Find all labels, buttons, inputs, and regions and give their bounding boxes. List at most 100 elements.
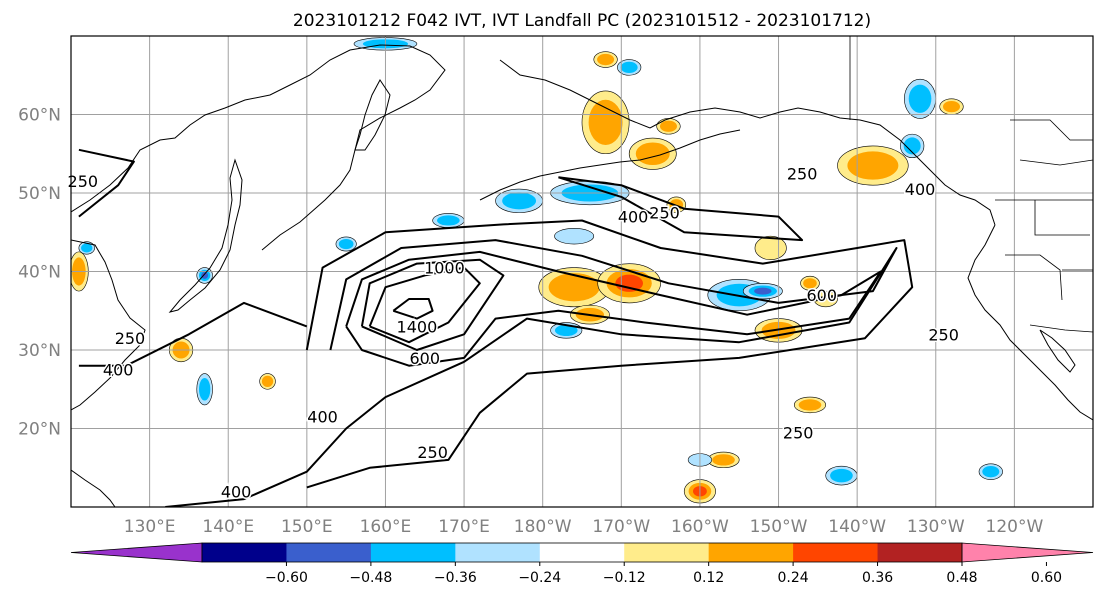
lon-tick-label: 180°W [514,517,572,537]
colorbar-tick-label: −0.36 [434,570,477,586]
border-usa-mexico [1029,324,1093,333]
pc-anomaly-shell [754,287,772,295]
ivt-contour-1400 [392,298,434,320]
colorbar: −0.60 −0.48 −0.36 −0.24 −0.12 0.12 0.24 0.36 0.4… [70,542,1094,586]
pc-anomaly-shell [903,137,921,155]
lon-tick-label: 140°E [202,517,254,537]
pc-anomaly-shell [502,192,537,210]
ivt-contour-400 [165,239,898,507]
ivt-contours [78,148,914,507]
lon-tick-label: 160°W [671,517,729,537]
colorbar-tick-label: −0.48 [349,570,392,586]
pc-anomaly [554,228,595,245]
colorbar-segment [539,543,625,562]
colorbar-segment [455,543,541,562]
pc-anomaly [978,463,1003,480]
coastline-asia [71,44,446,251]
contour-label: 250 [115,329,146,348]
colorbar-tick-label: 0.48 [946,570,977,586]
contour-label: 250 [783,423,814,442]
pc-anomaly-shell [198,377,211,401]
pc-anomaly [335,236,357,252]
contour-label: 250 [649,204,680,223]
colorbar-segment [708,543,794,562]
contour-label: 400 [905,180,936,199]
pc-anomaly [259,373,276,390]
contour-label: 400 [307,408,338,427]
pc-anomaly-shell [261,375,274,388]
pc-anomaly-shell [982,466,1000,478]
pc-anomaly [628,137,677,170]
contour-label: 250 [417,443,448,462]
contour-label: 600 [807,286,838,305]
colorbar-tick-label: −0.12 [603,570,646,586]
pc-anomaly-shell [588,99,623,145]
political-borders [849,36,1093,333]
colorbar-tick-label: 0.36 [862,570,893,586]
coastline-baja [1039,329,1076,373]
pc-anomaly-shell [908,84,932,113]
pc-anomaly-shell [437,215,460,226]
colorbar-tick-label: −0.24 [518,570,561,586]
map-frame [70,35,1094,508]
contour-label: 600 [409,349,440,368]
colorbar-segment [877,543,963,562]
pc-anomaly-shell [620,61,638,74]
ivt-contour-250 [78,148,135,218]
pc-anomaly-shell [201,271,209,279]
contour-label: 400 [103,361,134,380]
longitude-labels: 130°E 140°E 150°E 160°E 170°E 180°W 170°W 160°W… [124,517,1044,537]
lon-tick-label: 170°W [592,517,650,537]
colorbar-frame [201,542,963,563]
contour-label: 400 [618,208,649,227]
coastline-china [71,239,146,411]
pc-anomaly-shell [554,324,578,337]
ivt-contour-600 [345,250,882,367]
colorbar-segment [793,543,879,562]
pc-anomaly [837,145,909,186]
pc-anomaly-shell [338,238,354,250]
coastline-north-america-west [967,224,1093,421]
lat-tick-label: 30°N [18,341,61,361]
pc-anomaly [196,373,213,406]
coastline-alaska [499,59,996,226]
contour-label: 250 [787,164,818,183]
colorbar-extend-low [70,542,203,563]
pc-anomaly-shell [554,228,595,245]
pc-anomaly [825,465,858,486]
map-gridlines [71,36,1093,507]
lat-tick-label: 40°N [18,263,61,283]
pc-anomaly [939,98,964,115]
pc-anomaly [900,133,925,158]
coastline-japan [168,158,243,313]
pc-anomaly-shell [659,120,677,132]
colorbar-segment [370,543,456,562]
pc-anomaly-shell [798,399,822,411]
lat-tick-label: 50°N [18,184,61,204]
pc-anomaly [593,51,618,68]
pc-anomaly-shell [803,278,817,289]
ivt-contour-400 [78,301,308,367]
latitude-labels: 20°N 30°N 40°N 50°N 60°N [18,106,61,440]
colorbar-segment [624,543,710,562]
lon-tick-label: 120°W [986,517,1044,537]
lon-tick-label: 130°W [907,517,965,537]
coastline-aleutians [479,129,741,201]
contour-label: 1000 [424,259,465,278]
ivt-contour-1000 [368,266,481,344]
border-us-states [1005,119,1093,301]
pc-anomaly-shell [830,468,853,483]
contour-label: 400 [221,482,252,501]
pc-anomaly [656,118,681,135]
coastline-philippines [71,469,116,507]
pc-anomaly [581,90,630,155]
pc-anomaly [707,451,740,469]
pc-anomaly-shell [847,151,899,180]
pc-anomaly [597,263,661,304]
lat-tick-label: 60°N [18,106,61,126]
contour-label: 1400 [397,317,438,336]
colorbar-segment [286,543,372,562]
pc-anomaly-shell [943,100,960,113]
